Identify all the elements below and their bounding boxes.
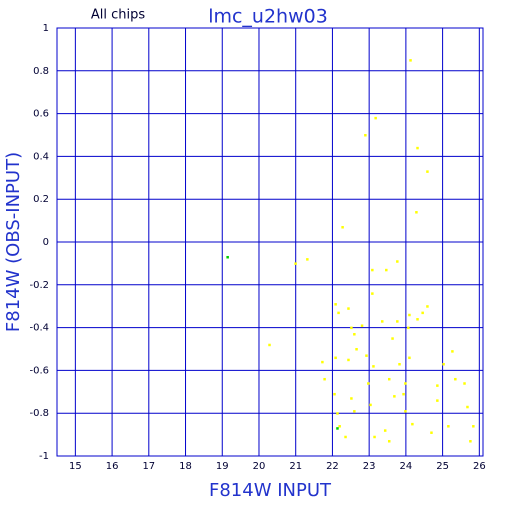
chart-subtitle: All chips [91,8,145,23]
point [404,382,407,385]
point [415,211,418,214]
point [294,262,297,265]
point [371,292,374,295]
point [430,431,433,434]
point [360,324,364,327]
x-tick-label: 19 [216,461,229,472]
point [421,311,424,315]
point [347,307,350,310]
point [416,318,419,321]
point [333,392,336,396]
point [350,326,353,330]
point [409,59,412,62]
x-tick-label: 15 [69,461,82,472]
point [402,392,405,396]
x-tick-label: 26 [473,461,486,472]
x-tick-label: 21 [289,461,302,472]
x-tick-label: 16 [106,461,119,472]
point [353,333,356,336]
chart-title: lmc_u2hw03 [208,6,328,28]
point [334,303,337,306]
point [337,311,340,315]
x-axis-label: F814W INPUT [209,480,332,501]
point [381,320,384,323]
point [385,268,388,272]
point [306,258,309,261]
x-tick-label: 18 [179,461,192,472]
point [371,268,374,272]
point [334,356,337,360]
point [393,395,396,398]
point [407,326,410,330]
point [374,116,377,120]
point [341,226,344,229]
y-tick-label: 0.6 [33,109,49,120]
point [383,429,387,432]
point [373,435,376,439]
point [426,305,429,308]
y-tick-label: 1 [43,23,49,34]
point [436,384,439,387]
point [404,410,407,413]
point [336,427,339,430]
point [226,255,229,259]
point [466,405,469,409]
point [396,260,399,263]
point [451,350,454,353]
y-tick-label: -0.6 [29,365,49,376]
x-tick-label: 22 [326,461,339,472]
point [447,425,450,428]
y-tick-label: -0.8 [29,408,49,419]
point [387,440,391,443]
x-tick-label: 20 [253,461,266,472]
y-tick-label: -0.4 [29,323,49,334]
point [347,358,350,362]
point [408,313,411,317]
point [398,362,401,366]
point [408,356,411,360]
point [268,343,271,347]
point [365,354,368,357]
point [355,348,358,351]
point [344,435,347,439]
point [367,382,370,385]
x-tick-label: 23 [363,461,376,472]
y-tick-label: -0.2 [29,280,49,291]
point [372,365,375,368]
y-tick-label: -1 [39,451,49,462]
point [336,412,339,415]
point [338,425,341,428]
point [469,440,472,443]
point [442,362,445,366]
point [416,146,419,150]
point [396,320,399,323]
point [387,377,391,381]
point [472,425,475,428]
point [426,170,429,173]
point [463,382,466,385]
point [436,399,439,402]
point [350,397,353,400]
x-tick-label: 17 [142,461,155,472]
point [323,377,326,381]
y-tick-label: 0.8 [33,66,49,77]
y-tick-label: 0.2 [33,194,49,205]
point [353,410,356,413]
point [369,403,372,407]
point [391,337,394,340]
x-tick-label: 25 [436,461,449,472]
point [364,134,367,137]
y-tick-label: 0.4 [33,151,49,162]
point [411,422,414,426]
y-axis-label: F814W (OBS-INPUT) [3,152,24,332]
x-tick-label: 24 [400,461,413,472]
point [454,377,457,381]
point [321,360,324,364]
y-tick-label: 0 [43,237,49,248]
